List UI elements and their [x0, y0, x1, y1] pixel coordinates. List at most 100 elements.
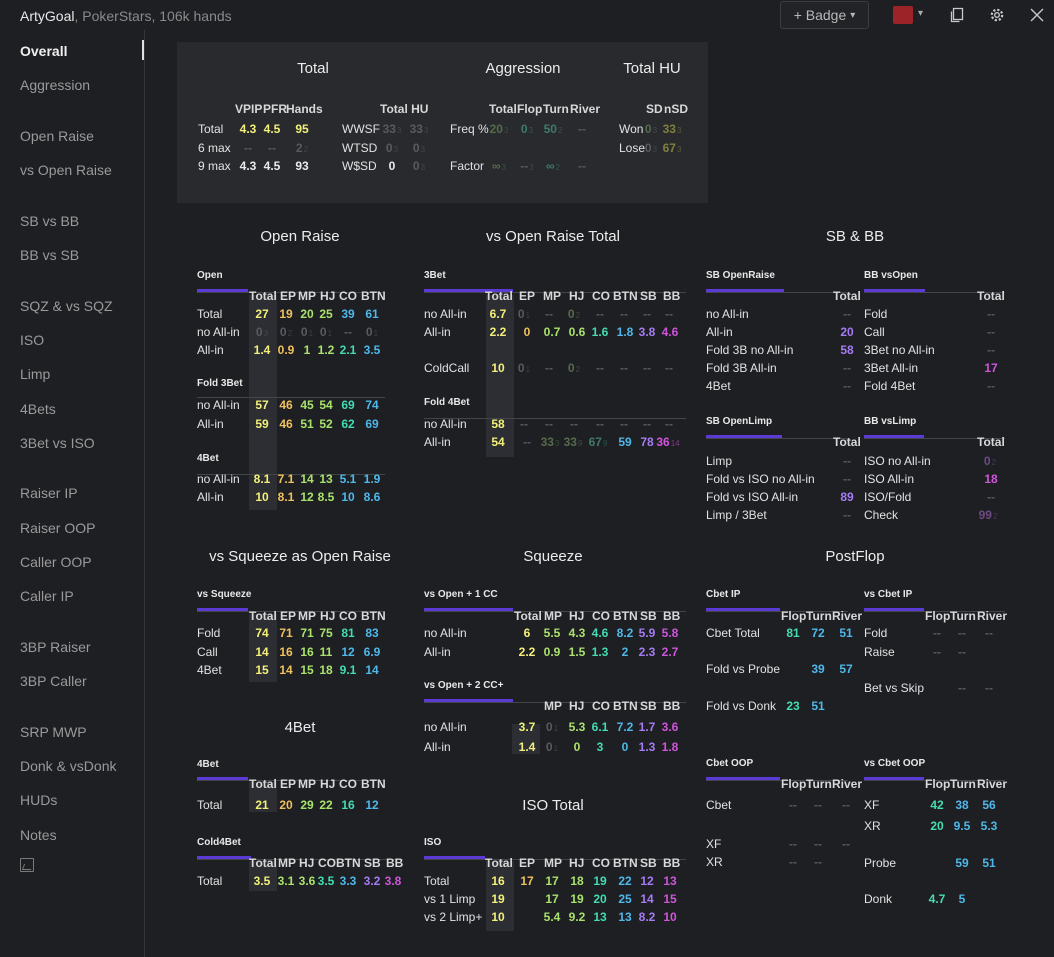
stat-value[interactable]: 03 [413, 159, 425, 173]
stat-value[interactable]: 20 [593, 892, 606, 906]
stat-value[interactable]: 74 [255, 626, 268, 640]
stat-value[interactable]: 5.4 [544, 910, 561, 924]
stat-value[interactable]: 3.3 [340, 874, 357, 888]
stat-value[interactable]: 03 [256, 325, 268, 339]
stat-value[interactable]: 1.7 [639, 720, 656, 734]
stat-value[interactable]: 3.5 [254, 874, 271, 888]
sidebar-item-3bp-caller[interactable]: 3BP Caller [20, 673, 87, 689]
stat-value[interactable]: -- [665, 417, 673, 431]
stat-value[interactable]: 9.5 [954, 819, 971, 833]
stat-value[interactable]: 93 [295, 159, 308, 173]
stat-value[interactable]: -- [620, 307, 628, 321]
stat-value[interactable]: 0.6 [569, 325, 586, 339]
sidebar-item-caller-oop[interactable]: Caller OOP [20, 554, 92, 570]
stat-value[interactable]: 9.1 [340, 663, 357, 677]
stat-value[interactable]: 74 [365, 398, 378, 412]
sidebar-item-huds[interactable]: HUDs [20, 792, 58, 808]
stat-value[interactable]: 61 [365, 307, 378, 321]
stat-value[interactable]: 0 [524, 325, 531, 339]
stat-value[interactable]: 12 [341, 645, 354, 659]
add-badge-button[interactable]: + Badge ▾ [780, 1, 869, 29]
stat-value[interactable]: 8.6 [364, 490, 381, 504]
stat-value[interactable]: 4.6 [592, 626, 609, 640]
sidebar-item-raiser-ip[interactable]: Raiser IP [20, 485, 78, 501]
sidebar-item-4bets[interactable]: 4Bets [20, 401, 56, 417]
stat-value[interactable]: -- [843, 361, 851, 375]
stat-value[interactable]: 0 [574, 740, 581, 754]
stat-value[interactable]: 51 [982, 856, 995, 870]
stat-value[interactable]: 3.5 [318, 874, 335, 888]
stat-value[interactable]: 992 [979, 508, 998, 522]
stat-value[interactable]: 01 [301, 325, 313, 339]
stat-value[interactable]: 10 [341, 490, 354, 504]
stat-value[interactable]: 57 [255, 398, 268, 412]
stat-value[interactable]: 22 [319, 798, 332, 812]
sidebar-item-raiser-oop[interactable]: Raiser OOP [20, 520, 96, 536]
stat-value[interactable]: 03 [413, 141, 425, 155]
stat-value[interactable]: 46 [279, 417, 292, 431]
stat-value[interactable]: 14 [300, 472, 313, 486]
stat-value[interactable]: 29 [300, 798, 313, 812]
sidebar-item-notes[interactable]: Notes [20, 827, 57, 843]
gear-icon[interactable] [987, 5, 1007, 25]
stat-value[interactable]: 15 [300, 663, 313, 677]
stat-value[interactable]: 2.1 [340, 343, 357, 357]
stat-value[interactable]: -- [596, 307, 604, 321]
stat-value[interactable]: 81 [341, 626, 354, 640]
stat-value[interactable]: 1.6 [592, 325, 609, 339]
stat-value[interactable]: -- [987, 379, 995, 393]
stat-value[interactable]: -- [985, 626, 993, 640]
stat-value[interactable]: 19 [570, 892, 583, 906]
stat-value[interactable]: 8.2 [617, 626, 634, 640]
stat-value[interactable]: 52 [319, 417, 332, 431]
stat-value[interactable]: 3.8 [385, 874, 402, 888]
stat-value[interactable]: 51 [811, 699, 824, 713]
sidebar-item-aggression[interactable]: Aggression [20, 77, 91, 93]
stat-value[interactable]: -- [958, 645, 966, 659]
stat-value[interactable]: -- [987, 325, 995, 339]
sidebar-item-vs-open-raise[interactable]: vs Open Raise [20, 162, 112, 178]
stat-value[interactable]: -- [643, 307, 651, 321]
stat-value[interactable]: 8.2 [639, 910, 656, 924]
stat-value[interactable]: ∞3 [492, 159, 506, 173]
stat-value[interactable]: 333 [663, 122, 682, 136]
stat-value[interactable]: -- [814, 855, 822, 869]
stat-value[interactable]: -- [545, 307, 553, 321]
stat-value[interactable]: -- [523, 435, 531, 449]
stat-value[interactable]: 339 [564, 435, 583, 449]
stat-value[interactable]: 39 [811, 662, 824, 676]
stat-value[interactable]: 2 [622, 645, 629, 659]
stat-value[interactable]: 16 [300, 645, 313, 659]
stat-value[interactable]: 71 [300, 626, 313, 640]
stat-value[interactable]: 69 [341, 398, 354, 412]
image-icon[interactable] [20, 858, 34, 872]
stat-value[interactable]: 502 [544, 122, 563, 136]
stat-value[interactable]: 1.3 [639, 740, 656, 754]
stat-value[interactable]: 14 [279, 663, 292, 677]
stat-value[interactable]: 5.9 [639, 626, 656, 640]
stat-value[interactable]: 1.4 [254, 343, 271, 357]
stat-value[interactable]: 59 [955, 856, 968, 870]
stat-value[interactable]: 679 [589, 435, 608, 449]
stat-value[interactable]: 6.7 [490, 307, 507, 321]
stat-value[interactable]: 20 [279, 798, 292, 812]
stat-value[interactable]: -- [570, 417, 578, 431]
stat-value[interactable]: 78 [640, 435, 653, 449]
stat-value[interactable]: -- [843, 472, 851, 486]
stat-value[interactable]: 3.7 [519, 720, 536, 734]
stat-value[interactable]: 01 [366, 325, 378, 339]
stat-value[interactable]: -- [520, 417, 528, 431]
close-icon[interactable] [1027, 5, 1047, 25]
stat-value[interactable]: 4.5 [264, 159, 281, 173]
stat-value[interactable]: 57 [839, 662, 852, 676]
stat-value[interactable]: 01 [518, 307, 530, 321]
stat-value[interactable]: 59 [255, 417, 268, 431]
stat-value[interactable]: 20 [300, 307, 313, 321]
stat-value[interactable]: 27 [255, 307, 268, 321]
sidebar-item-iso[interactable]: ISO [20, 332, 45, 348]
stat-value[interactable]: 13 [618, 910, 631, 924]
stat-value[interactable]: 01 [320, 325, 332, 339]
stat-value[interactable]: 3.6 [662, 720, 679, 734]
stat-value[interactable]: 83 [365, 626, 378, 640]
stat-value[interactable]: 10 [491, 361, 504, 375]
